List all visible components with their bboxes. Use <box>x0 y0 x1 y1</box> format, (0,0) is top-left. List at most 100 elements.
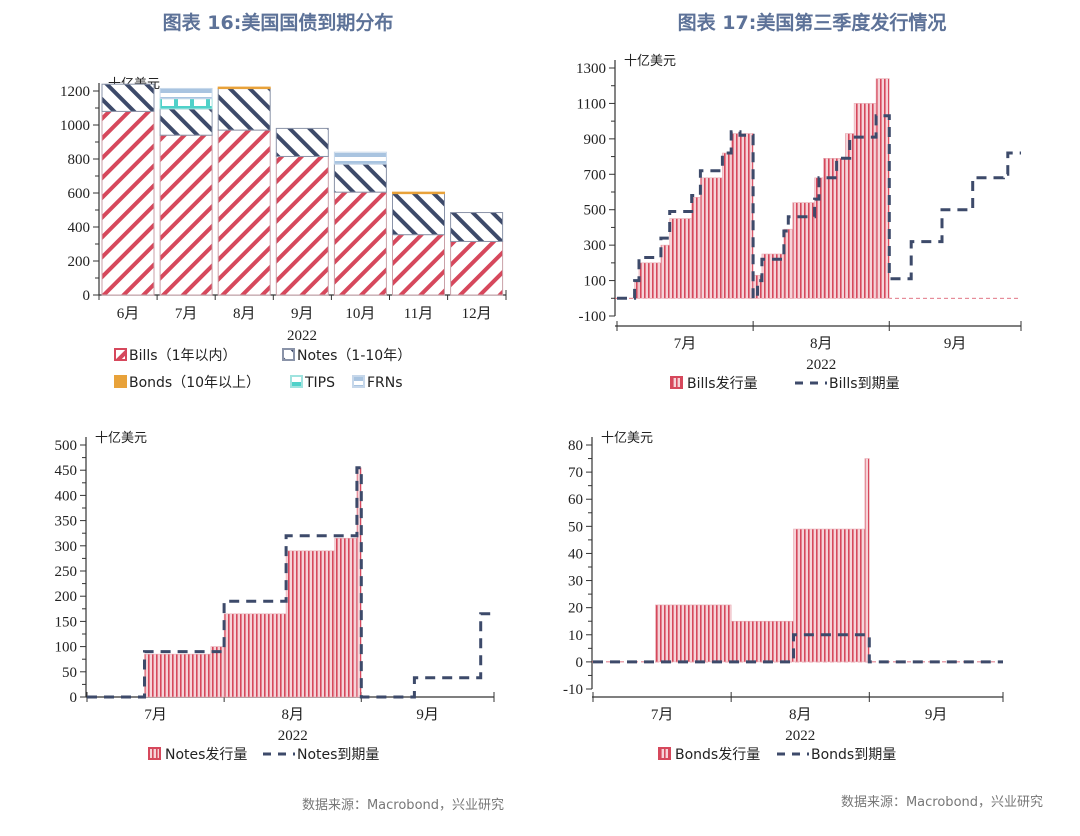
legend-label-issuance: Bills发行量 <box>687 376 758 392</box>
legend-label-bills: Bills（1年以内） <box>129 348 236 364</box>
y-tick-label: 500 <box>584 203 607 219</box>
bar-notes <box>450 212 504 242</box>
bar-bonds <box>392 191 445 195</box>
legend-label-maturity: Bonds到期量 <box>811 747 896 763</box>
bar-bills <box>101 110 155 296</box>
y-tick-label: -10 <box>563 682 583 698</box>
issuance-bar <box>285 550 336 698</box>
issuance-bar <box>793 528 866 663</box>
x-tick-label: 8月 <box>281 707 304 723</box>
x-axis-label: 2022 <box>785 728 815 744</box>
y-tick-label: 0 <box>83 288 91 304</box>
x-tick-label: 9月 <box>416 707 439 723</box>
y-tick-label: 350 <box>55 514 78 530</box>
issuance-bar <box>722 152 732 299</box>
issuance-bar <box>669 218 692 299</box>
y-tick-label: 700 <box>584 167 607 183</box>
x-tick-label: 9月 <box>925 707 948 723</box>
x-tick-label: 6月 <box>117 306 140 322</box>
legend-label-issuance: Notes发行量 <box>165 747 247 763</box>
issuance-bar <box>223 613 287 698</box>
y-tick-label: 50 <box>568 519 583 535</box>
y-tick-label: 40 <box>568 546 583 562</box>
legend-swatch-frns <box>352 375 365 388</box>
issuance-bar <box>783 228 793 299</box>
bar-notes <box>159 108 213 136</box>
y-tick-label: 100 <box>584 274 607 290</box>
y-tick-label: 450 <box>55 463 78 479</box>
y-tick-label: 70 <box>568 465 583 481</box>
issuance-bar <box>144 653 212 698</box>
y-tick-label: -100 <box>579 309 607 325</box>
x-tick-label: 8月 <box>810 336 833 352</box>
y-tick-label: 1100 <box>577 96 606 112</box>
issuance-bar <box>638 262 662 299</box>
bar-notes <box>392 192 445 236</box>
y-tick-label: 100 <box>55 640 78 656</box>
x-axis-label: 2022 <box>278 728 308 744</box>
x-tick-label: 7月 <box>674 336 697 352</box>
x-tick-label: 12月 <box>462 306 492 322</box>
y-tick-label: 600 <box>68 186 91 202</box>
issuance-bar <box>864 458 870 663</box>
bar-bills <box>159 134 213 296</box>
legend-label-maturity: Notes到期量 <box>297 747 379 763</box>
y-tick-label: 300 <box>584 238 607 254</box>
bar-notes <box>217 87 271 131</box>
y-tick-label: 800 <box>68 152 91 168</box>
y-tick-label: 250 <box>55 564 78 580</box>
bar-frns <box>333 151 387 165</box>
y-tick-label: 10 <box>568 628 583 644</box>
legend-swatch-issuance <box>658 747 671 760</box>
y-tick-label: 300 <box>55 539 78 555</box>
y-tick-label: 1200 <box>60 84 90 100</box>
y-tick-label: 1300 <box>576 61 606 77</box>
x-axis-label: 2022 <box>287 328 317 344</box>
y-tick-label: 0 <box>70 690 78 706</box>
issuance-bar <box>823 158 846 299</box>
chart-maturity-distribution: 020040060080010001200十亿美元6月7月8月9月10月11月1… <box>60 77 507 391</box>
y-tick-label: 0 <box>576 655 584 671</box>
issuance-bar <box>853 103 877 299</box>
chart-bonds-issuance: -10 0 10 20 30 40 50 60 70 80 十亿美元 7月 8月 9月 2022 Bonds发… <box>563 431 1004 763</box>
unit-label: 十亿美元 <box>95 431 147 446</box>
bar-bills <box>333 191 387 296</box>
issuance-bar <box>334 537 358 698</box>
chart-bills-issuance: -100 100 300 500 700 900 1100 1300 十亿美元 7月 8月 9月 202… <box>576 54 1022 392</box>
x-tick-label: 10月 <box>345 306 375 322</box>
legend-label-notes: Notes（1-10年） <box>297 348 411 364</box>
chart-notes-issuance: 0 50 100 150 200 250 300 350 400 450 500 十亿美元 7月 8月 9月… <box>55 431 495 763</box>
issuance-bar <box>730 133 754 299</box>
x-axis-label: 2022 <box>806 357 836 373</box>
legend-label-issuance: Bonds发行量 <box>675 747 760 763</box>
y-tick-label: 400 <box>55 488 78 504</box>
x-tick-label: 9月 <box>291 306 314 322</box>
legend-label-tips: TIPS <box>304 375 335 391</box>
x-tick-label: 9月 <box>944 336 967 352</box>
issuance-bar <box>700 177 723 299</box>
legend-label-bonds: Bonds（10年以上） <box>129 375 260 391</box>
source-note-right: 数据来源：Macrobond，兴业研究 <box>841 795 1043 810</box>
unit-label: 十亿美元 <box>624 54 676 69</box>
x-tick-label: 7月 <box>144 707 167 723</box>
y-tick-label: 200 <box>68 254 91 270</box>
bar-notes <box>101 83 155 112</box>
legend-swatch-issuance <box>148 747 161 760</box>
legend-label-frns: FRNs <box>367 375 403 391</box>
x-tick-label: 8月 <box>789 707 812 723</box>
bar-notes <box>275 127 329 157</box>
y-tick-label: 400 <box>68 220 91 236</box>
y-tick-label: 20 <box>568 601 583 617</box>
x-tick-label: 7月 <box>175 306 198 322</box>
legend-swatch-bonds <box>114 375 127 388</box>
bar-bills <box>275 155 329 296</box>
bar-bills <box>217 129 271 296</box>
maturity-line <box>617 114 1021 300</box>
issuance-bar <box>875 78 890 299</box>
bar-tips <box>159 98 213 110</box>
y-tick-label: 60 <box>568 492 583 508</box>
y-tick-label: 150 <box>55 614 78 630</box>
y-tick-label: 30 <box>568 574 583 590</box>
source-note-left: 数据来源：Macrobond，兴业研究 <box>302 798 504 813</box>
